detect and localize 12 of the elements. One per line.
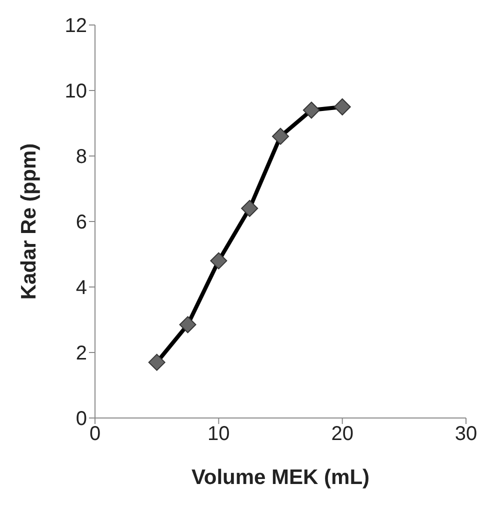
y-tick-label: 4 xyxy=(76,277,87,300)
y-tick-label: 10 xyxy=(64,80,87,103)
x-tick-label: 10 xyxy=(208,423,230,446)
x-tick-label: 30 xyxy=(454,423,478,446)
x-axis-title: Volume MEK (mL) xyxy=(191,466,370,489)
y-tick-label: 0 xyxy=(76,408,87,430)
y-axis-title: Kadar Re (ppm) xyxy=(17,143,40,300)
x-tick-label: 20 xyxy=(331,423,354,446)
y-tick-label: 6 xyxy=(76,212,87,234)
y-tick-label: 8 xyxy=(76,146,87,168)
y-tick-label: 2 xyxy=(76,342,87,365)
y-tick-label: 12 xyxy=(64,15,87,38)
